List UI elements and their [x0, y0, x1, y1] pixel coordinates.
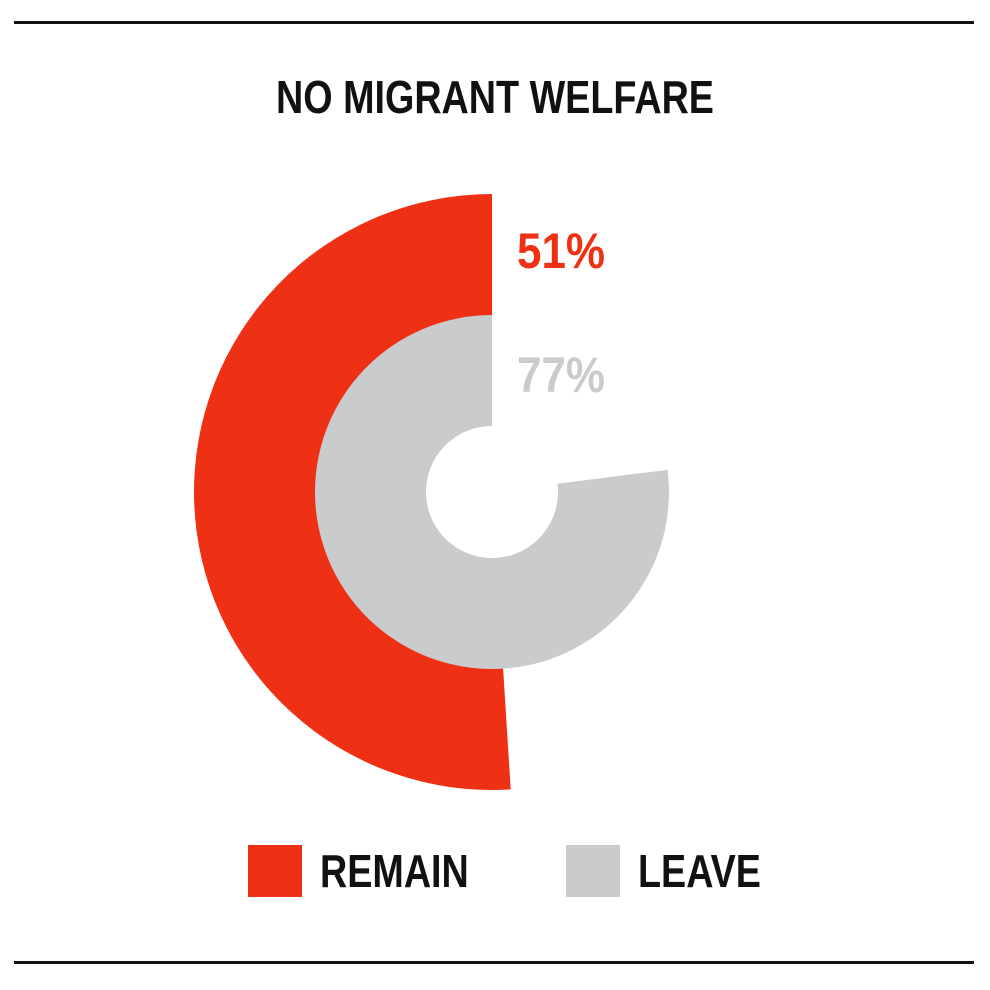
legend-item-leave: LEAVE — [566, 845, 788, 897]
value-label-leave: 77% — [517, 347, 605, 403]
bottom-rule — [14, 961, 974, 964]
legend-swatch-remain — [248, 845, 302, 897]
legend-item-remain: REMAIN — [248, 845, 501, 897]
legend-swatch-leave — [566, 845, 620, 897]
arc-remain — [194, 194, 511, 790]
value-label-remain: 51% — [517, 223, 605, 279]
chart-title: NO MIGRANT WELFARE — [276, 71, 714, 123]
legend-label-remain: REMAIN — [320, 845, 469, 897]
top-rule — [14, 21, 974, 24]
arc-leave — [315, 315, 669, 669]
legend-label-leave: LEAVE — [638, 845, 761, 897]
